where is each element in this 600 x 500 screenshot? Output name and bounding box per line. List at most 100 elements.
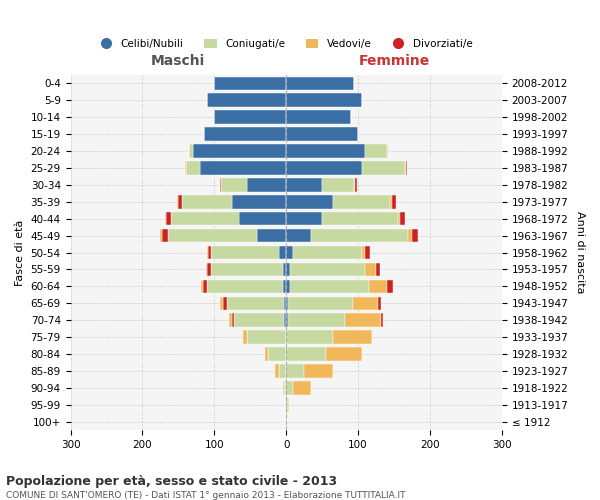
Bar <box>333 330 373 344</box>
Bar <box>283 280 286 293</box>
Bar <box>286 415 287 428</box>
Bar <box>286 144 365 158</box>
Bar <box>406 161 407 174</box>
Bar <box>365 144 387 158</box>
Bar <box>311 229 409 242</box>
Bar <box>203 128 286 141</box>
Bar <box>171 212 239 226</box>
Bar <box>286 212 322 226</box>
Bar <box>286 128 358 141</box>
Text: Popolazione per età, sesso e stato civile - 2013: Popolazione per età, sesso e stato civil… <box>6 475 337 488</box>
Bar <box>286 262 290 276</box>
Bar <box>412 229 418 242</box>
Bar <box>287 398 289 411</box>
Bar <box>355 178 356 192</box>
Bar <box>286 330 333 344</box>
Bar <box>182 195 232 208</box>
Bar <box>293 381 311 394</box>
Bar <box>362 246 365 260</box>
Bar <box>285 398 286 411</box>
Bar <box>286 229 311 242</box>
Bar <box>376 262 380 276</box>
Bar <box>304 364 333 378</box>
Bar <box>286 195 333 208</box>
Text: COMUNE DI SANT'OMERO (TE) - Dati ISTAT 1° gennaio 2013 - Elaborazione TUTTITALIA: COMUNE DI SANT'OMERO (TE) - Dati ISTAT 1… <box>6 490 406 500</box>
Bar <box>232 314 234 327</box>
Text: Femmine: Femmine <box>358 54 430 68</box>
Bar <box>290 262 365 276</box>
Bar <box>284 314 286 327</box>
Bar <box>286 280 290 293</box>
Bar <box>214 76 286 90</box>
Bar <box>211 246 279 260</box>
Bar <box>369 280 387 293</box>
Bar <box>409 229 412 242</box>
Legend: Celibi/Nubili, Coniugati/e, Vedovi/e, Divorziati/e: Celibi/Nubili, Coniugati/e, Vedovi/e, Di… <box>94 34 478 54</box>
Bar <box>326 348 362 361</box>
Text: Maschi: Maschi <box>151 54 205 68</box>
Bar <box>400 212 405 226</box>
Bar <box>286 76 355 90</box>
Bar <box>211 262 283 276</box>
Bar <box>279 364 286 378</box>
Bar <box>398 212 400 226</box>
Bar <box>220 178 221 192</box>
Bar <box>286 94 362 107</box>
Bar <box>286 178 322 192</box>
Bar <box>391 195 392 208</box>
Bar <box>177 195 178 208</box>
Bar <box>345 314 381 327</box>
Bar <box>265 348 268 361</box>
Bar <box>387 144 388 158</box>
Bar <box>200 161 286 174</box>
Bar <box>405 161 406 174</box>
Bar <box>239 212 286 226</box>
Bar <box>193 144 286 158</box>
Bar <box>286 398 287 411</box>
Bar <box>232 195 286 208</box>
Bar <box>257 229 286 242</box>
Bar <box>203 280 207 293</box>
Bar <box>283 262 286 276</box>
Bar <box>287 314 345 327</box>
Bar <box>284 381 286 394</box>
Bar <box>322 178 355 192</box>
Bar <box>189 144 193 158</box>
Bar <box>268 348 286 361</box>
Bar <box>220 296 223 310</box>
Bar <box>381 314 383 327</box>
Bar <box>178 195 182 208</box>
Bar <box>286 110 351 124</box>
Bar <box>290 280 369 293</box>
Bar <box>286 246 293 260</box>
Bar <box>378 296 381 310</box>
Bar <box>289 296 353 310</box>
Bar <box>208 246 211 260</box>
Bar <box>286 161 362 174</box>
Bar <box>234 314 284 327</box>
Bar <box>387 280 392 293</box>
Bar <box>333 195 391 208</box>
Bar <box>206 262 207 276</box>
Bar <box>283 381 284 394</box>
Bar <box>365 246 370 260</box>
Bar <box>162 229 167 242</box>
Bar <box>165 212 166 226</box>
Bar <box>227 296 284 310</box>
Bar <box>247 330 286 344</box>
Y-axis label: Fasce di età: Fasce di età <box>15 220 25 286</box>
Bar <box>223 296 227 310</box>
Bar <box>286 364 304 378</box>
Bar <box>353 296 378 310</box>
Y-axis label: Anni di nascita: Anni di nascita <box>575 212 585 294</box>
Bar <box>362 161 405 174</box>
Bar <box>322 212 398 226</box>
Bar <box>185 161 200 174</box>
Bar <box>207 262 211 276</box>
Bar <box>247 178 286 192</box>
Bar <box>214 110 286 124</box>
Bar <box>275 364 279 378</box>
Bar <box>286 314 287 327</box>
Bar <box>166 212 171 226</box>
Bar <box>286 296 289 310</box>
